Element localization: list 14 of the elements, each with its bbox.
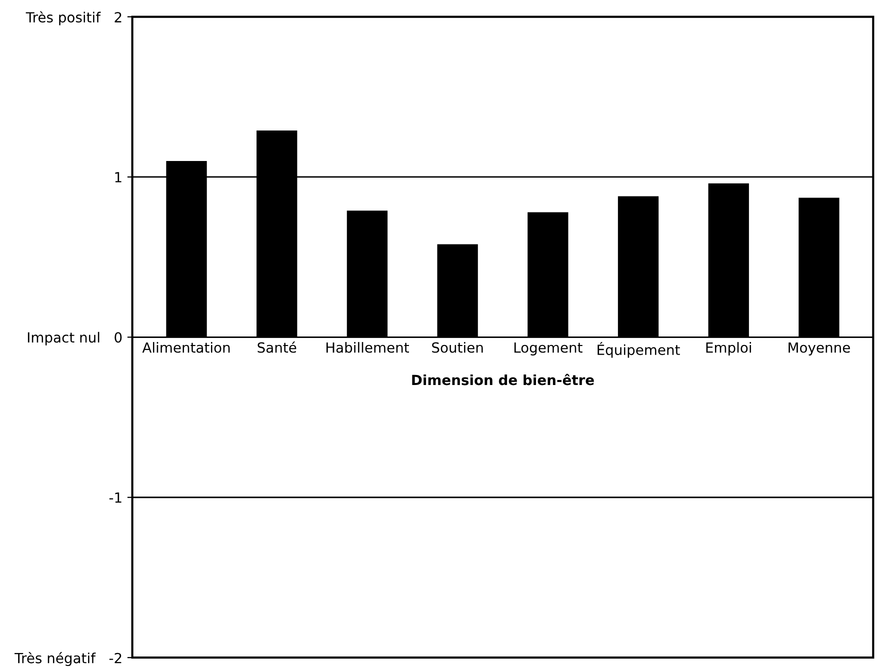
x-tick-label: Moyenne (788, 342, 850, 356)
x-tick-label: Soutien (432, 342, 483, 353)
x-tick-label: Habillement (326, 342, 409, 353)
y-tick-label: Très positif 2 (26, 11, 122, 26)
y-tick-label: Très négatif -2 (14, 652, 122, 666)
x-tick-label: Emploi (706, 342, 751, 356)
x-axis-title: Dimension de bien-être (412, 374, 594, 386)
y-tick-label: Impact nul 0 (28, 332, 122, 346)
y-tick-label: -1 (109, 492, 122, 503)
x-tick-label: Équipement (598, 342, 680, 358)
y-tick-label: 1 (115, 172, 122, 182)
x-tick-label: Logement (514, 342, 582, 356)
x-tick-label: Santé (258, 341, 296, 353)
x-tick-label: Alimentation (142, 342, 230, 353)
